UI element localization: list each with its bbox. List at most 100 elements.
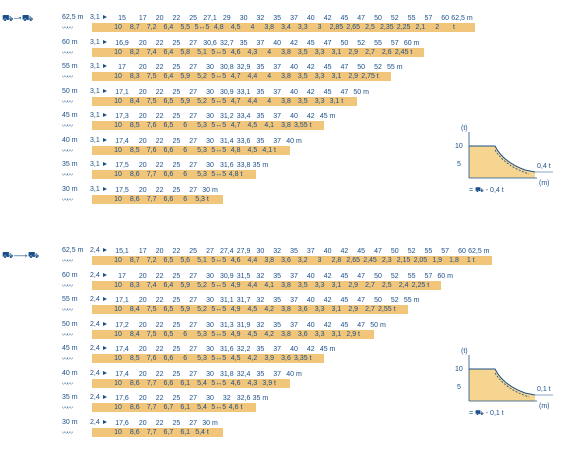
wave-icon: 〰〰 — [62, 197, 73, 204]
load-value: 5,6 — [180, 257, 191, 264]
load-value: 5,5 — [180, 24, 191, 31]
load-value: 6,4 — [163, 281, 174, 289]
radius-value: 30 m — [202, 186, 218, 194]
load-value: 5↔5 — [211, 48, 227, 56]
radius-value: 57 — [390, 39, 399, 47]
radius-value: 32,9 — [236, 64, 251, 71]
min-radius: 3,1 — [90, 14, 107, 21]
jib-length: 60 m — [62, 38, 78, 46]
radius-value: 25 — [172, 186, 181, 194]
load-value: 1,9 — [432, 257, 443, 264]
radius-value: 17,4 — [115, 346, 129, 353]
load-row-bar — [92, 329, 374, 339]
load-value: 3,1 — [331, 48, 342, 56]
load-row-bar — [92, 121, 324, 130]
radius-value: 20 — [138, 321, 147, 329]
load-value: 3 — [317, 24, 322, 31]
load-row-bar — [92, 427, 223, 437]
radius-value: 30 — [206, 395, 214, 402]
load-value: 5,9 — [180, 97, 191, 105]
load-value: 8,6 — [129, 404, 140, 411]
radius-value: 40 — [290, 64, 298, 71]
radius-value: 25 — [172, 113, 181, 120]
load-value: 6,4 — [163, 48, 174, 56]
jib-length: 55 m — [62, 63, 78, 70]
radius-value: 32 — [256, 272, 265, 280]
radius-value: 20 — [138, 39, 147, 47]
radius-value: 55 — [407, 272, 416, 280]
bottom-load-diagram: (t) 10 5 0,1 t (m) = ⛟ - 0,1 t — [455, 348, 553, 417]
radius-value: 57 — [424, 272, 433, 280]
load-value: 4,4 — [247, 73, 258, 80]
load-value: 3,4 — [281, 24, 291, 31]
radius-value: 17 — [118, 64, 126, 71]
min-radius: 2,4 — [90, 247, 107, 254]
radius-value: 45 m — [319, 113, 336, 120]
load-value: 2,7 — [365, 306, 375, 313]
load-value: 2,6 — [381, 48, 392, 56]
load-value: 10 — [114, 73, 122, 80]
load-row: 40 m 〰〰 2,4 17,4 20 22 25 27 30 31,8 32,4 35 37 40 m 1… — [0, 370, 568, 392]
load-value: 7,5 — [146, 73, 157, 80]
radius-value: 47 — [323, 39, 332, 47]
load-row: 62,5 m 〰〰 3,1 15 17 20 22 25 27,1 29 30 32 35 37 40 42 4… — [0, 14, 568, 36]
radius-value: 30 — [206, 113, 214, 120]
load-value: 3,35 t — [294, 355, 312, 362]
load-value: 2,65 — [346, 257, 360, 264]
diagram-right-value: 0,4 t — [537, 163, 551, 170]
load-value: 2,5 — [381, 281, 392, 289]
radius-value: 25 — [172, 297, 181, 304]
load-value: 3,8 — [281, 48, 291, 56]
min-radius: 2,4 — [90, 419, 107, 426]
load-value: 4 — [267, 48, 272, 56]
load-value: 5↔5 — [194, 24, 210, 31]
jib-length: 62,5 m — [62, 14, 84, 21]
radius-value: 40 — [290, 113, 298, 120]
radius-value: 40 — [306, 272, 315, 280]
load-value: 3,8 — [264, 24, 275, 31]
radius-value: 27 — [189, 88, 198, 96]
radius-value: 31,6 — [219, 162, 234, 169]
radius-value: 20 — [138, 395, 147, 402]
load-value: 2 — [435, 24, 440, 31]
radius-value: 30,9 — [219, 88, 234, 96]
load-value: 5,9 — [180, 73, 191, 80]
radius-value: 25 — [172, 64, 181, 71]
load-value: 5,3 — [197, 171, 207, 178]
load-row-bar — [92, 403, 257, 412]
radius-value: 52 — [374, 64, 382, 71]
radius-value: 22 — [155, 39, 164, 47]
load-value: 3,5 — [297, 73, 308, 80]
load-value: 5,3 — [197, 146, 207, 154]
load-value: 8,5 — [129, 122, 140, 129]
load-value: 10 — [114, 330, 122, 338]
load-value: 3,6 — [281, 257, 291, 264]
radius-value: 50 — [374, 297, 382, 304]
load-value: 5,2 — [197, 97, 207, 105]
radius-value: 17,6 — [115, 419, 129, 427]
radius-value: 62,5 m — [468, 248, 490, 255]
load-value: 7,4 — [146, 48, 157, 56]
jib-length: 60 m — [62, 271, 78, 279]
top-load-table: 62,5 m 〰〰 3,1 15 17 20 22 25 27,1 29 30 32 35 37 40 42 4… — [0, 14, 568, 214]
load-value: 10 — [114, 404, 122, 411]
load-value: 3,1 — [331, 306, 342, 313]
diagram-x-label: (m) — [539, 403, 550, 410]
radius-value: 31,7 — [236, 297, 251, 304]
radius-value: 22 — [155, 272, 164, 280]
radius-value: 47 — [357, 15, 366, 22]
load-value: 3,5 — [297, 97, 308, 105]
load-value: 2,65 — [346, 24, 360, 31]
radius-value: 37 — [273, 370, 282, 378]
load-value: 6,6 — [163, 379, 174, 387]
radius-value: 35 — [256, 346, 265, 353]
radius-value: 20 — [138, 137, 147, 145]
load-value: 5↔5 — [211, 306, 227, 313]
radius-value: 27 — [189, 186, 198, 194]
radius-value: 35 — [273, 272, 282, 280]
radius-value: 25 — [172, 137, 181, 145]
radius-value: 25 — [172, 346, 181, 353]
radius-value: 40 — [306, 297, 315, 304]
load-value: 4 — [267, 73, 272, 80]
load-value: 8,4 — [129, 97, 140, 105]
